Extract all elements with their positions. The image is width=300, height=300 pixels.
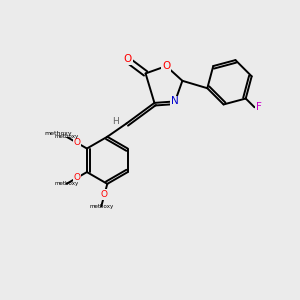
Text: methoxy: methoxy — [44, 131, 72, 136]
Text: O: O — [74, 138, 81, 147]
Text: O: O — [124, 54, 132, 64]
Text: H: H — [112, 117, 119, 126]
Text: methoxy: methoxy — [54, 134, 79, 139]
Text: F: F — [256, 102, 262, 112]
Text: O: O — [162, 61, 170, 71]
Text: methoxy: methoxy — [89, 204, 113, 209]
Text: N: N — [171, 96, 179, 106]
Text: O: O — [101, 190, 108, 199]
Text: O: O — [74, 173, 81, 182]
Text: methoxy: methoxy — [54, 182, 79, 186]
